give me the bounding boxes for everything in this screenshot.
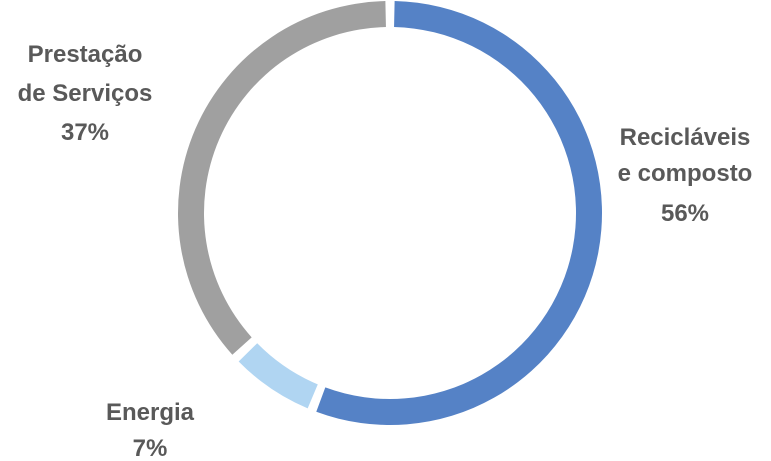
slice-energy <box>238 343 318 409</box>
slice-recyclables <box>316 1 602 426</box>
slice-services <box>178 1 386 355</box>
slice-label-energy: Energia <box>106 399 195 426</box>
slice-label-services-line1: Prestação <box>28 41 143 68</box>
slice-label-recyclables-line1: Recicláveis <box>620 124 751 151</box>
slice-percent-recyclables: 56% <box>661 200 709 227</box>
slice-percent-energy: 7% <box>133 435 168 461</box>
slice-percent-services: 37% <box>61 119 109 146</box>
slice-label-services-line2: de Serviços <box>18 80 153 107</box>
donut-slices <box>178 1 602 426</box>
slice-label-recyclables-line2: e composto <box>618 160 753 187</box>
